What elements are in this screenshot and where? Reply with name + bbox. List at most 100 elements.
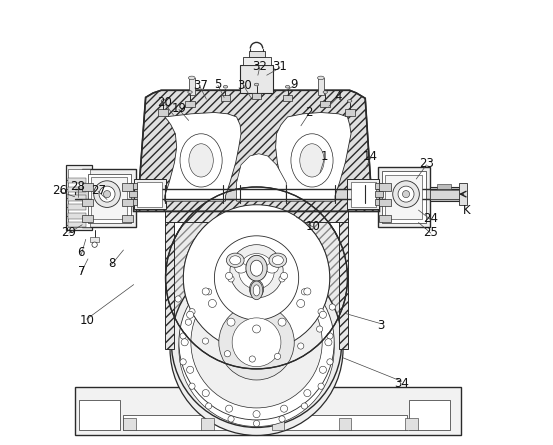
Circle shape xyxy=(199,220,314,336)
Bar xyxy=(201,418,213,430)
Text: 8: 8 xyxy=(108,257,115,270)
Circle shape xyxy=(93,181,121,207)
Bar xyxy=(68,178,86,183)
Circle shape xyxy=(206,289,212,295)
Circle shape xyxy=(184,205,330,351)
Text: 20: 20 xyxy=(157,96,172,109)
Ellipse shape xyxy=(347,100,352,102)
Ellipse shape xyxy=(237,257,276,290)
Ellipse shape xyxy=(253,284,260,294)
Bar xyxy=(68,186,86,192)
Polygon shape xyxy=(275,113,351,201)
Circle shape xyxy=(180,333,186,339)
Ellipse shape xyxy=(272,256,283,265)
Circle shape xyxy=(253,271,260,278)
Ellipse shape xyxy=(180,134,222,187)
Circle shape xyxy=(239,254,274,289)
Circle shape xyxy=(171,257,342,428)
Circle shape xyxy=(226,405,233,412)
Bar xyxy=(240,65,273,93)
Ellipse shape xyxy=(323,91,327,93)
Text: 28: 28 xyxy=(70,180,85,193)
Bar xyxy=(283,95,293,101)
Circle shape xyxy=(279,276,285,282)
Ellipse shape xyxy=(251,260,263,276)
Circle shape xyxy=(225,351,231,357)
Text: 14: 14 xyxy=(363,150,378,163)
Bar xyxy=(82,199,93,206)
Ellipse shape xyxy=(235,263,247,273)
Circle shape xyxy=(191,277,322,408)
Bar xyxy=(378,167,430,227)
Ellipse shape xyxy=(249,280,264,298)
Bar xyxy=(379,214,390,222)
Bar xyxy=(375,191,383,197)
Circle shape xyxy=(318,308,324,315)
Bar xyxy=(165,208,348,222)
Circle shape xyxy=(320,366,326,373)
Bar xyxy=(351,182,376,206)
Bar xyxy=(272,418,284,430)
Circle shape xyxy=(202,389,209,396)
Bar xyxy=(375,199,383,205)
Bar xyxy=(221,95,231,101)
Bar xyxy=(437,184,451,189)
Bar xyxy=(82,169,137,227)
Text: 32: 32 xyxy=(252,60,267,73)
Bar xyxy=(430,187,462,201)
Bar xyxy=(185,101,195,107)
Text: 9: 9 xyxy=(290,77,298,91)
Bar xyxy=(122,199,133,206)
Bar xyxy=(129,191,137,197)
Circle shape xyxy=(180,359,186,365)
Ellipse shape xyxy=(223,85,228,88)
Polygon shape xyxy=(237,154,286,201)
Circle shape xyxy=(253,267,260,274)
Bar xyxy=(88,174,132,222)
Circle shape xyxy=(274,353,281,360)
Circle shape xyxy=(92,242,97,247)
Text: 31: 31 xyxy=(273,60,288,73)
Text: 29: 29 xyxy=(61,226,76,239)
Text: 10: 10 xyxy=(79,315,94,328)
Text: 26: 26 xyxy=(53,184,67,197)
Circle shape xyxy=(316,326,323,332)
Bar xyxy=(123,415,408,430)
Circle shape xyxy=(298,343,304,349)
Bar xyxy=(91,177,127,219)
Bar xyxy=(345,109,354,116)
Circle shape xyxy=(327,359,333,365)
Ellipse shape xyxy=(285,85,290,88)
Ellipse shape xyxy=(317,76,324,80)
Circle shape xyxy=(279,416,285,422)
Bar xyxy=(318,78,325,95)
Circle shape xyxy=(179,265,334,420)
Circle shape xyxy=(165,187,347,369)
Text: K: K xyxy=(462,203,470,217)
Circle shape xyxy=(304,389,311,396)
Bar xyxy=(123,418,136,430)
Bar xyxy=(243,57,271,65)
Text: 27: 27 xyxy=(91,184,106,197)
Bar xyxy=(165,210,174,349)
Bar xyxy=(90,237,99,243)
Bar xyxy=(68,195,86,201)
Bar xyxy=(68,213,86,218)
Circle shape xyxy=(301,403,307,409)
Circle shape xyxy=(304,288,311,295)
Bar xyxy=(430,190,462,198)
Text: 1: 1 xyxy=(321,150,328,163)
Circle shape xyxy=(103,190,111,198)
Text: 4: 4 xyxy=(334,89,341,102)
Circle shape xyxy=(184,205,330,351)
Ellipse shape xyxy=(300,144,324,177)
Circle shape xyxy=(227,318,235,326)
Circle shape xyxy=(228,416,234,422)
Ellipse shape xyxy=(229,256,241,265)
Circle shape xyxy=(280,272,288,279)
Bar xyxy=(189,78,195,95)
Circle shape xyxy=(189,383,195,389)
Ellipse shape xyxy=(226,253,244,267)
Text: 2: 2 xyxy=(305,106,312,119)
Bar xyxy=(122,214,133,222)
